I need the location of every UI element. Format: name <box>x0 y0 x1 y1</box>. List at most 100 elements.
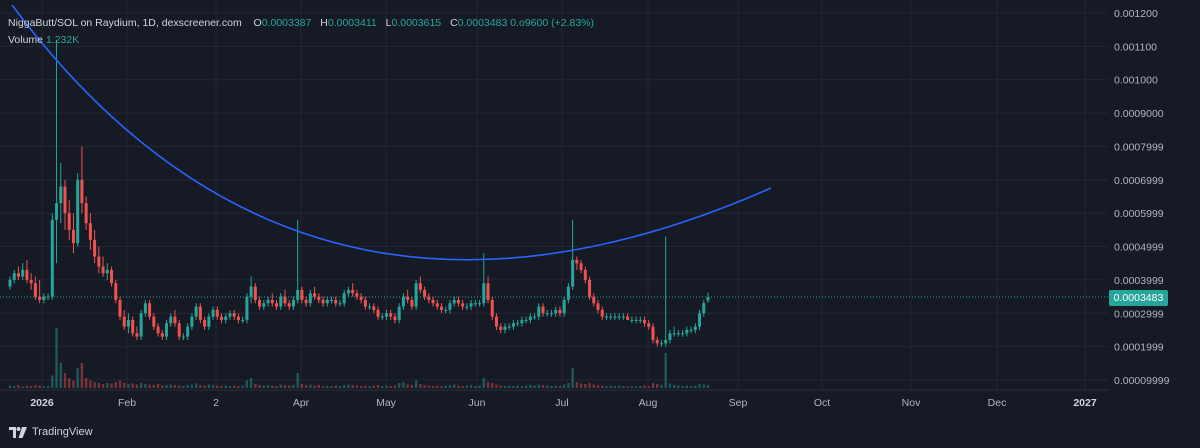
legend-volume-label: Volume <box>8 34 44 46</box>
candle-body <box>126 319 130 327</box>
volume-bar <box>321 386 325 388</box>
volume-bar <box>706 385 710 388</box>
x-tick-label: Feb <box>118 397 136 409</box>
volume-bar <box>25 385 29 388</box>
candle-body <box>55 203 59 220</box>
candle-body <box>664 339 668 344</box>
volume-bar <box>127 384 130 388</box>
candle-body <box>600 309 604 317</box>
volume-bar <box>279 384 282 388</box>
volume-bar <box>672 385 676 388</box>
candle-body <box>401 296 405 307</box>
volume-bar <box>330 386 333 388</box>
volume-bar <box>309 384 312 388</box>
volume-bar <box>220 386 223 388</box>
volume-bar <box>190 384 194 388</box>
candle-body <box>655 339 659 344</box>
candle-body <box>351 289 355 294</box>
candle-body <box>190 316 194 327</box>
volume-bar <box>452 384 456 388</box>
x-tick-label: Oct <box>814 397 830 409</box>
candle-body <box>317 296 321 300</box>
legend-c-value: 0.0003483 <box>457 17 508 29</box>
tradingview-logo[interactable]: TradingView <box>9 426 93 438</box>
candles <box>8 39 710 347</box>
candle-body <box>427 296 431 300</box>
candle-body <box>131 319 135 334</box>
volume-bar <box>457 385 460 388</box>
candle-body <box>33 283 37 297</box>
volume-bar <box>114 382 117 388</box>
candle-body <box>59 186 63 204</box>
volume-bar <box>182 386 185 388</box>
candle-body <box>93 239 97 257</box>
candle-body <box>643 319 647 324</box>
volume-bar <box>689 386 693 388</box>
volume-bar <box>173 385 177 388</box>
candle-body <box>76 179 80 244</box>
candle-body <box>579 263 583 270</box>
volume-bar <box>702 384 705 388</box>
x-tick-label: May <box>376 397 397 409</box>
volume-bar <box>59 363 62 388</box>
candle-body <box>499 326 503 330</box>
candle-body <box>16 273 20 277</box>
candle-body <box>21 269 25 277</box>
volume-bar <box>68 378 71 388</box>
candle-body <box>575 259 579 264</box>
volume-bar <box>271 385 274 388</box>
volume-bar <box>46 386 50 388</box>
candle-body <box>482 283 486 304</box>
candle-body <box>486 283 490 300</box>
volume-bar <box>372 385 376 388</box>
volume-bar <box>660 385 663 388</box>
candle-body <box>439 306 443 310</box>
candle-body <box>520 319 524 324</box>
tradingview-logo-text: TradingView <box>32 426 93 438</box>
legend-volume-row: Volume 1.232K <box>8 32 594 49</box>
candle-body <box>545 313 549 315</box>
volume-bar <box>444 385 447 388</box>
volume-bar <box>469 385 473 388</box>
candle-body <box>393 316 397 320</box>
candle-body <box>29 279 33 284</box>
volume-bar <box>381 386 384 388</box>
volume-bar <box>575 382 579 388</box>
candle-body <box>562 299 566 314</box>
volume-bar <box>410 385 414 388</box>
volume-bar <box>148 384 151 388</box>
candle-body <box>236 316 240 320</box>
volume-bar <box>643 385 646 388</box>
volume-bar <box>228 386 232 388</box>
volume-bar <box>427 385 430 388</box>
candle-body <box>604 316 608 318</box>
time-axis[interactable]: 2026 Feb 2 Apr May Jun Jul Aug Sep Oct Nov Dec 2027 <box>30 397 1097 409</box>
volume-bar <box>584 384 587 388</box>
candle-body <box>173 316 177 324</box>
legend-l-value: 0.0003615 <box>391 17 442 29</box>
volume-bar <box>42 386 46 388</box>
candle-body <box>490 299 494 317</box>
y-tick-label: 0.0006999 <box>1114 175 1164 187</box>
candle-body <box>110 269 114 284</box>
candle-body <box>296 289 300 300</box>
candle-body <box>617 316 621 318</box>
volume-bar <box>554 385 557 388</box>
candle-body <box>38 296 42 300</box>
volume-bar <box>465 385 469 388</box>
candle-body <box>368 306 372 308</box>
price-axis[interactable]: 0.001200 0.001100 0.001000 0.0009000 0.00079… <box>1114 8 1170 387</box>
volume-bar <box>613 386 617 388</box>
curve-drawing[interactable] <box>11 4 772 261</box>
volume-bar <box>419 384 422 388</box>
candle-body <box>478 303 482 305</box>
volume-bar <box>84 378 88 388</box>
x-tick-label: Nov <box>902 397 921 409</box>
volume-bar <box>245 380 249 388</box>
candle-body <box>143 303 147 314</box>
candle-body <box>186 326 190 337</box>
volume-bar <box>38 385 41 388</box>
volume-bar <box>520 386 524 388</box>
candle-body <box>84 203 88 224</box>
